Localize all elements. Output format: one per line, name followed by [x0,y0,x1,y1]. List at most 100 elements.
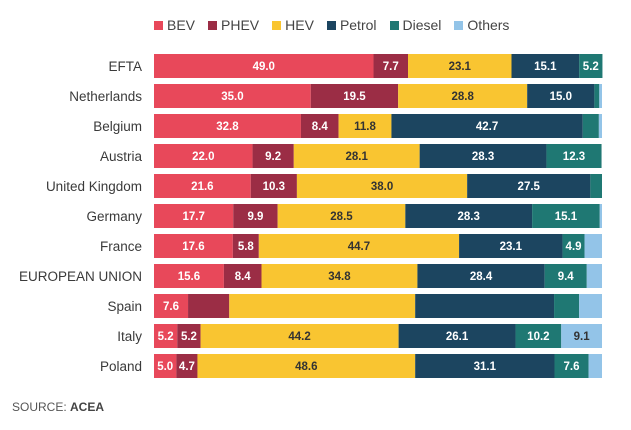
bar-segment-diesel [562,234,585,258]
legend-label-petrol: Petrol [339,17,377,33]
data-label-phev: 10.3 [263,181,285,193]
bar-segment-phev [373,54,409,78]
bar-row-european-union: EUROPEAN UNION 15.6 8.4 34.8 28.4 9.4 [19,264,602,288]
data-label-bev: 22.0 [192,151,214,163]
legend-item-phev: PHEV [208,17,259,33]
data-label-bev: 32.8 [216,121,239,133]
data-label-hev: 23.1 [449,61,472,73]
bar-segment-petrol [391,114,583,138]
data-label-petrol: 26.1 [446,331,469,343]
data-label-petrol: 27.5 [518,181,541,193]
bar-segment-phev [177,324,201,348]
data-label-diesel: 10.2 [527,331,549,343]
legend-item-diesel: Diesel [389,17,442,33]
bar-segment-hev [197,354,416,378]
data-label-phev: 19.5 [343,91,366,103]
category-label: Spain [107,299,142,314]
category-label: EUROPEAN UNION [19,269,142,284]
bar-segment-bev [154,324,178,348]
bar-row-efta: EFTA 49.0 7.7 23.1 15.1 5.2 [109,54,603,78]
legend-item-petrol: Petrol [326,17,377,33]
bar-segment-petrol [467,174,591,198]
bar-segment-bev [154,144,253,168]
data-label-diesel: 9.4 [558,271,575,283]
bar-segment-petrol [419,144,547,168]
bar-segment-diesel [546,144,602,168]
bar-segment-others [579,294,602,318]
bar-row-austria: Austria 22.0 9.2 28.1 28.3 12.3 [100,144,602,168]
bar-segment-phev [188,294,230,318]
legend-swatch-bev [154,20,163,30]
bar-segment-diesel [554,294,580,318]
bar-segment-others [588,354,602,378]
data-label-petrol: 31.1 [474,361,497,373]
bar-row-poland: Poland 5.0 4.7 48.6 31.1 7.6 [100,354,602,378]
data-label-petrol: 28.4 [470,271,493,283]
bar-segment-others [598,114,602,138]
bar-segment-bev [154,264,224,288]
source-prefix: SOURCE: [12,400,71,414]
bar-segment-bev [154,354,177,378]
source-name: ACEA [70,400,105,414]
data-label-bev: 21.6 [191,181,213,193]
bar-segment-hev [261,264,418,288]
bar-segment-bev [154,114,301,138]
bar-segment-petrol [415,354,555,378]
bar-segment-others [584,234,602,258]
bar-segment-hev [408,54,512,78]
legend-label-hev: HEV [285,17,314,33]
bar-segment-hev [398,84,528,108]
bar-segment-petrol [415,294,555,318]
bar-segment-diesel [579,54,603,78]
data-label-phev: 4.7 [179,361,195,373]
legend-swatch-others [454,20,464,30]
bar-segment-phev [252,144,294,168]
bar-segment-petrol [417,264,545,288]
bar-segment-hev [200,324,399,348]
data-label-hev: 28.1 [346,151,369,163]
bar-segment-hev [338,114,392,138]
bar-segment-diesel [590,174,602,198]
bar-segment-diesel [554,354,589,378]
bar-row-united-kingdom: United Kingdom 21.6 10.3 38.0 27.5 [46,174,602,198]
category-label: Italy [117,329,142,344]
category-label: Austria [100,149,143,164]
data-label-bev: 17.7 [182,211,204,223]
bar-segment-diesel [582,114,599,138]
category-label: France [100,239,142,254]
bar-row-germany: Germany 17.7 9.9 28.5 28.3 15.1 [86,204,602,228]
bar-segment-hev [293,144,420,168]
data-label-hev: 48.6 [295,361,317,373]
bar-row-spain: Spain 7.6 [107,294,602,318]
data-label-bev: 17.6 [182,241,204,253]
data-label-hev: 11.8 [354,121,376,133]
legend-label-diesel: Diesel [402,17,442,33]
data-label-phev: 9.9 [247,211,263,223]
bar-segment-diesel [532,204,600,228]
bar-segment-petrol [398,324,516,348]
bar-segment-hev [296,174,468,198]
bar-segment-others [599,204,602,228]
data-label-hev: 34.8 [328,271,351,283]
bar-segment-diesel [594,84,600,108]
stacked-bar-chart: EFTA 49.0 7.7 23.1 15.1 5.2 Netherlands 35.0 19.… [19,54,603,378]
bar-segment-diesel [544,264,587,288]
legend-swatch-petrol [326,20,336,30]
data-label-diesel: 7.6 [564,361,580,373]
data-label-hev: 44.7 [348,241,370,253]
data-label-diesel: 15.1 [555,211,578,223]
data-label-bev: 35.0 [221,91,243,103]
bar-segment-phev [232,234,259,258]
data-label-petrol: 28.3 [458,211,480,223]
bar-segment-others [599,84,602,108]
bar-row-netherlands: Netherlands 35.0 19.5 28.8 15.0 [69,84,602,108]
bar-segment-petrol [405,204,533,228]
legend-item-hev: HEV [272,17,314,33]
bar-segment-bev [154,84,311,108]
data-label-phev: 8.4 [312,121,329,133]
data-label-petrol: 15.0 [550,91,572,103]
data-label-petrol: 23.1 [500,241,523,253]
bar-segment-phev [300,114,339,138]
data-label-hev: 38.0 [371,181,393,193]
bar-segment-bev [154,294,189,318]
